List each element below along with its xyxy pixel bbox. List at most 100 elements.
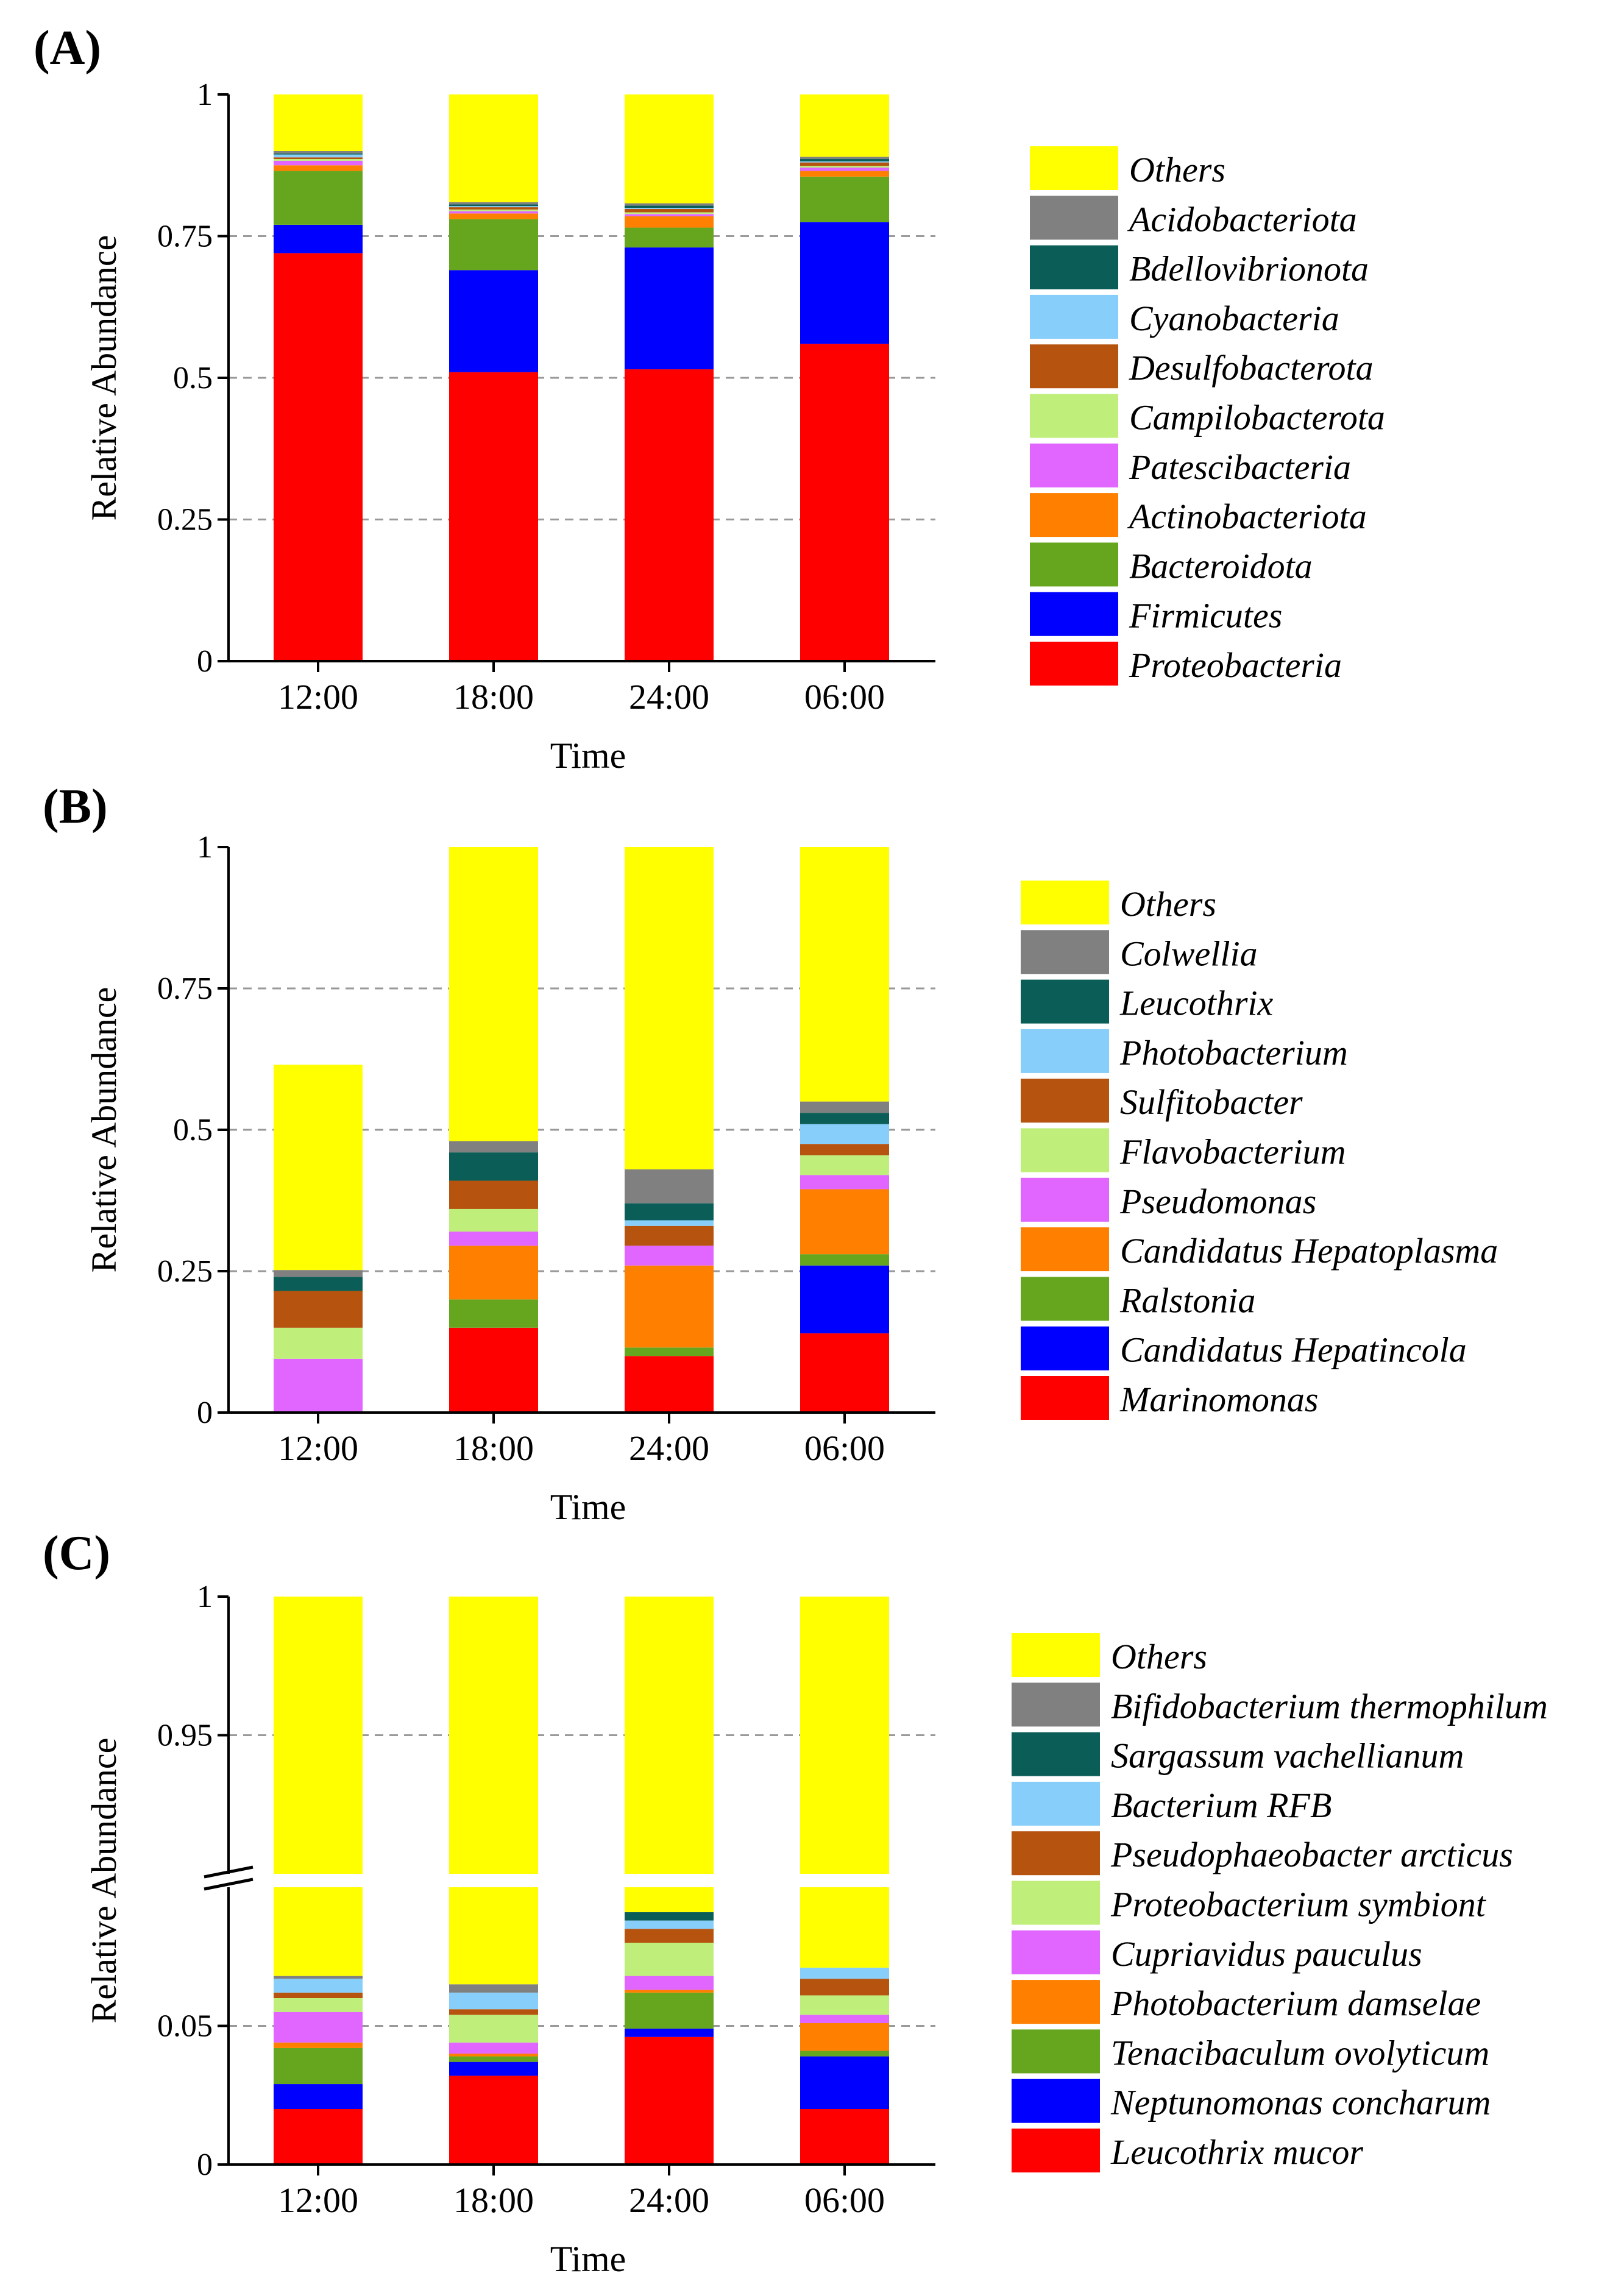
x-axis-title: Time (550, 2239, 626, 2279)
bar-segment (625, 2029, 714, 2037)
bar-segment (800, 1979, 889, 1996)
legend-item: Bacteroidota (1030, 542, 1313, 587)
bar-segment (274, 2109, 363, 2165)
x-tick-label: 18:00 (453, 677, 534, 717)
legend-label: Others (1120, 884, 1216, 924)
legend-swatch (1021, 1177, 1109, 1222)
legend-swatch (1021, 1376, 1109, 1420)
x-tick-label: 06:00 (804, 2180, 885, 2220)
legend-label: Proteobacteria (1129, 645, 1342, 685)
legend-swatch (1012, 2029, 1100, 2074)
x-tick-label: 12:00 (278, 677, 358, 717)
panel-c: (C) 0 0.05 0.95 1 12:00 18:00 24:00 06:00 Time Re… (43, 1526, 1548, 2279)
bar-segment (625, 203, 714, 206)
legend-swatch (1030, 493, 1118, 537)
bar-segment (800, 1887, 889, 1968)
bar-segment (625, 1203, 714, 1221)
bar-segment (274, 157, 363, 160)
bar-segment (625, 1225, 714, 1246)
bar-segment (625, 1265, 714, 1348)
legend-item: Neptunomonas concharum (1012, 2079, 1491, 2123)
bar-segment (800, 1597, 889, 1874)
bar-segment (625, 208, 714, 213)
legend-label: Others (1111, 1637, 1207, 1676)
x-tick-label: 12:00 (278, 1428, 358, 1468)
bar-segment (449, 202, 538, 205)
bar-segment (800, 847, 889, 1102)
bar-segment (625, 1992, 714, 2029)
legend-item: Cyanobacteria (1030, 294, 1339, 339)
legend-item: Candidatus Hepatoplasma (1021, 1227, 1498, 1272)
bar-segment (449, 204, 538, 207)
legend: Others Acidobacteriota Bdellovibrionota Cya… (1030, 146, 1385, 686)
bar-segment (625, 2037, 714, 2165)
bar-segment (274, 1887, 363, 1976)
legend-label: Actinobacteriota (1127, 497, 1367, 536)
legend-item: Cupriavidus pauculus (1012, 1930, 1422, 1974)
legend-swatch (1030, 196, 1118, 240)
bar-segment (625, 216, 714, 228)
bar-segment (274, 1597, 363, 1874)
legend-item: Sargassum vachellianum (1012, 1732, 1464, 1776)
panel-label: (A) (34, 21, 101, 75)
legend-label: Tenacibaculum ovolyticum (1111, 2033, 1489, 2072)
bar-segment (625, 214, 714, 216)
legend-label: Neptunomonas concharum (1110, 2083, 1491, 2122)
bar-segment (800, 2056, 889, 2109)
x-tick-label: 24:00 (629, 1428, 709, 1468)
legend-swatch (1021, 1128, 1109, 1172)
legend-swatch (1012, 1732, 1100, 1776)
legend-item: Desulfobacterota (1030, 344, 1374, 389)
legend-item: Leucothrix (1021, 979, 1274, 1024)
y-tick-label: 1 (197, 77, 213, 112)
bar-segment (449, 1141, 538, 1153)
legend-swatch (1030, 642, 1118, 686)
bar-segment (625, 1990, 714, 1993)
legend-label: Colwellia (1120, 934, 1258, 973)
x-tick-label: 18:00 (453, 2180, 534, 2220)
legend-item: Bdellovibrionota (1030, 245, 1369, 289)
bar-segment (800, 167, 889, 171)
bar-segment (449, 1327, 538, 1413)
bar-segment (449, 1246, 538, 1300)
bar-segment (800, 1101, 889, 1113)
bar-segment (449, 209, 538, 211)
legend-swatch (1012, 2129, 1100, 2172)
bar-segment (274, 1327, 363, 1359)
legend-label: Cupriavidus pauculus (1111, 1934, 1422, 1974)
legend-label: Ralstonia (1119, 1280, 1255, 1320)
legend-item: Others (1030, 146, 1225, 190)
bar-segment (274, 1277, 363, 1291)
bar-segment (274, 2084, 363, 2109)
legend-item: Patescibacteria (1030, 443, 1351, 488)
legend-swatch (1021, 1326, 1109, 1370)
bar-segment (274, 154, 363, 158)
bar-segment (625, 1356, 714, 1413)
legend-item: Actinobacteriota (1030, 493, 1367, 537)
bar-segment (274, 2012, 363, 2043)
bar-segment (449, 2042, 538, 2054)
bar-segment (800, 1175, 889, 1190)
bar-segment (800, 222, 889, 344)
y-axis-title: Relative Abundance (84, 235, 124, 521)
legend-swatch (1021, 881, 1109, 924)
legend-swatch (1030, 294, 1118, 339)
legend-swatch (1030, 344, 1118, 389)
bar-segment (274, 1979, 363, 1993)
legend-label: Bdellovibrionota (1129, 249, 1369, 289)
y-tick-label: 0 (197, 644, 213, 679)
bar-segment (274, 2048, 363, 2085)
bar-segment (274, 94, 363, 151)
bar-segment (800, 1113, 889, 1124)
bar-segment (449, 213, 538, 219)
bar-segment (625, 1912, 714, 1921)
legend-label: Proteobacterium symbiont (1110, 1885, 1487, 1924)
legend-item: Campilobacterota (1030, 394, 1385, 438)
y-axis-title: Relative Abundance (84, 1738, 124, 2024)
y-tick-label: 0.75 (157, 971, 213, 1006)
legend-item: Sulfitobacter (1021, 1079, 1303, 1123)
bar-segment (274, 160, 363, 166)
bar-segment (800, 1967, 889, 1979)
bar-segment (625, 1920, 714, 1929)
